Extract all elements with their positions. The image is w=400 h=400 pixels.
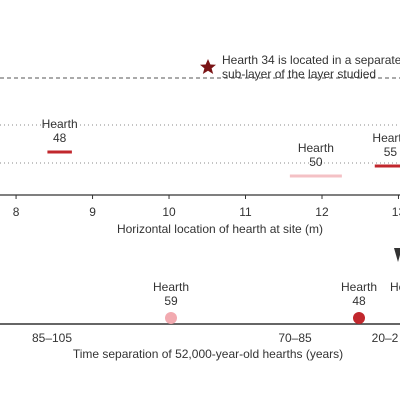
bin-label: 70–85	[278, 331, 312, 345]
x-tick-label: 9	[89, 205, 96, 219]
x-tick-label: 13	[392, 205, 400, 219]
hearth-label: Hearth	[42, 117, 78, 131]
x-axis-label: Time separation of 52,000-year-old heart…	[73, 347, 343, 361]
x-tick-label: 8	[13, 205, 20, 219]
hearth-label: Hearth	[298, 141, 334, 155]
arrow	[394, 248, 400, 262]
point	[165, 312, 177, 324]
point-label: Hearth	[153, 280, 189, 294]
hearth-number: 50	[309, 155, 323, 169]
hearth-number: 55	[384, 145, 398, 159]
point-label: Hearth	[341, 280, 377, 294]
hearth-number: 48	[53, 131, 67, 145]
hearth-label: Hearth	[372, 131, 400, 145]
bin-label: 20–2	[372, 331, 399, 345]
x-tick-label: 10	[162, 205, 176, 219]
x-axis-label: Horizontal location of hearth at site (m…	[117, 222, 323, 236]
point-label: Hearth	[390, 280, 400, 294]
point	[353, 312, 365, 324]
x-tick-label: 11	[239, 205, 252, 219]
point-number: 59	[164, 294, 178, 308]
annotation: Hearth 34 is located in a separate	[222, 53, 400, 67]
annotation: sub-layer of the layer studied	[222, 67, 376, 81]
star	[200, 59, 216, 74]
bin-label: 85–105	[32, 331, 72, 345]
point-number: 48	[352, 294, 366, 308]
x-tick-label: 12	[315, 205, 329, 219]
